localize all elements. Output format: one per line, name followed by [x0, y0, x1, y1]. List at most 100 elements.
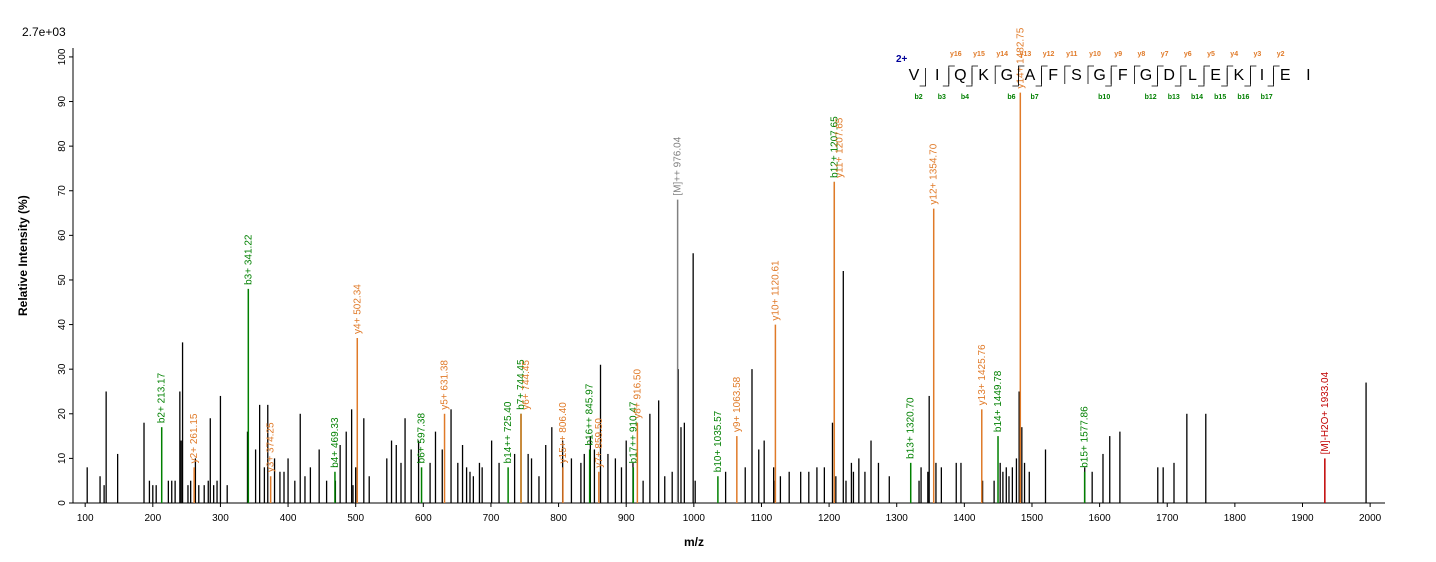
peak-label: b17++ 910.47: [628, 401, 639, 463]
x-tick-label: 200: [144, 513, 161, 524]
b-ion-label: b3: [938, 94, 946, 101]
b-ion-label: b14: [1191, 94, 1203, 101]
x-tick-label: 1000: [683, 513, 706, 524]
sequence-residue: Q: [954, 67, 966, 84]
sequence-residue: I: [1260, 67, 1264, 84]
y-ion-bracket: [1226, 65, 1234, 84]
sequence-residue: G: [1140, 67, 1152, 84]
b-ion-bracket: [942, 68, 950, 87]
y-ion-bracket: [1110, 65, 1118, 84]
y-ion-bracket: [994, 65, 1002, 84]
sequence-residue: K: [978, 67, 989, 84]
peak-label: b6+ 597.38: [417, 413, 428, 464]
y-ion-bracket: [1250, 65, 1257, 84]
x-tick-label: 1200: [818, 513, 841, 524]
peak-label: y4+ 502.34: [352, 284, 363, 334]
y-tick-label: 10: [57, 452, 68, 464]
x-axis: 100 200 300 400 500 600 700 800 900 1000 1100 1200 1…: [73, 502, 1385, 524]
b-ion-bracket: [966, 68, 973, 87]
x-tick-label: 700: [483, 513, 500, 524]
peak-label: y14+ 1482.75: [1015, 27, 1026, 88]
y-tick-label: 80: [57, 140, 68, 152]
y-ion-bracket: [1134, 65, 1141, 84]
sequence-residue: K: [1233, 67, 1244, 84]
b-ion-label: b16: [1237, 94, 1249, 101]
peak-label: y7+ 859.50: [594, 418, 605, 468]
peak-label: y5+ 631.38: [440, 360, 451, 410]
x-tick-label: 1700: [1156, 513, 1179, 524]
b-ion-bracket: [1221, 68, 1228, 87]
sequence-residue: F: [1118, 67, 1128, 84]
charge-state: 2+: [896, 54, 908, 65]
y-ion-bracket: [1157, 65, 1164, 84]
y-tick-label: 30: [57, 363, 68, 375]
x-tick-label: 1100: [751, 513, 773, 524]
peak-label: b16++ 845.97: [585, 383, 596, 445]
b-ion-bracket: [1105, 68, 1112, 87]
x-tick-label: 1600: [1088, 513, 1111, 524]
x-tick-label: 1300: [886, 513, 909, 524]
y-tick-label: 40: [57, 319, 68, 331]
b-ion-bracket: [1174, 68, 1182, 87]
x-tick-label: 100: [77, 513, 94, 524]
peak-label: b12+ 1207.65: [829, 116, 840, 178]
peak-label: y6+ 744.45: [521, 360, 532, 410]
b-ion-label: b10: [1098, 94, 1110, 101]
peak-label: y11+ 1207.65: [834, 117, 845, 178]
b-ion-bracket: [919, 68, 926, 87]
sequence-residue: E: [1280, 67, 1291, 84]
x-tick-label: 2000: [1359, 513, 1382, 524]
x-tick-label: 600: [415, 513, 432, 524]
sequence-residue: G: [1001, 67, 1013, 84]
y-ion-label: y12: [1043, 51, 1055, 58]
sequence-residue: I: [1306, 67, 1310, 84]
y-tick-label: 50: [57, 274, 68, 286]
y-ion-bracket: [1273, 65, 1280, 84]
y-axis-label: Relative Intensity (%): [16, 195, 30, 316]
b-ion-label: b4: [961, 94, 969, 101]
peak-label: y9+ 1063.58: [732, 376, 743, 432]
y-tick-label: 0: [57, 500, 68, 506]
x-tick-label: 1900: [1291, 513, 1314, 524]
y-axis: 0 10 20 30 40 50 60 70 80 90 100: [57, 48, 74, 506]
peak-label: y8+ 916.50: [632, 369, 643, 419]
y-ion-label: y8: [1138, 51, 1146, 58]
y-ion-label: y10: [1089, 51, 1101, 58]
x-tick-label: 300: [212, 513, 229, 524]
y-ion-label: y2: [1277, 51, 1285, 58]
y-ion-bracket: [1087, 65, 1094, 84]
y-ion-label: y3: [1254, 51, 1262, 58]
sequence-residue: F: [1048, 67, 1058, 84]
y-ion-label: y15: [973, 51, 985, 58]
peak-label: y10+ 1120.61: [770, 260, 781, 321]
labeled-peaks: b2+ 213.17 y2+ 261.15 b3+ 341.22 y3+ 374.25…: [157, 27, 1331, 503]
sequence-residue: I: [935, 67, 939, 84]
x-tick-label: 1500: [1021, 513, 1044, 524]
x-tick-label: 800: [550, 513, 567, 524]
peak-label: y3+ 374.25: [266, 422, 277, 472]
sequence-residue: S: [1071, 67, 1082, 84]
y-ion-label: y11: [1066, 51, 1077, 58]
peptide-sequence-annotation: 2+V I Q K G A F S G F G D L E K I E Ib2 b3 b4 b6 b7 b10 b12 b13 b…: [896, 51, 1311, 101]
y-ion-bracket: [948, 65, 955, 84]
y-tick-label: 70: [57, 185, 68, 197]
peak-label: b2+ 213.17: [157, 372, 168, 423]
peak-label: b14++ 725.40: [503, 401, 514, 463]
y-ion-label: y6: [1184, 51, 1192, 58]
peak-label: b13+ 1320.70: [906, 397, 917, 459]
y-ion-label: y9: [1114, 51, 1122, 58]
sequence-residue: E: [1210, 67, 1221, 84]
y-ion-bracket: [1180, 65, 1187, 84]
sequence-residue: D: [1163, 67, 1175, 84]
x-tick-label: 500: [347, 513, 364, 524]
x-tick-label: 900: [618, 513, 635, 524]
sequence-residue: A: [1025, 67, 1036, 84]
peak-label: b10+ 1035.57: [713, 410, 724, 472]
x-tick-label: 1800: [1224, 513, 1247, 524]
b-ion-label: b17: [1261, 94, 1273, 101]
b-ion-label: b2: [915, 94, 923, 101]
peak-label: [M]++ 976.04: [673, 136, 684, 195]
peak-label: [M]-H2O+ 1933.04: [1320, 371, 1331, 454]
y-ion-label: y4: [1230, 51, 1238, 58]
